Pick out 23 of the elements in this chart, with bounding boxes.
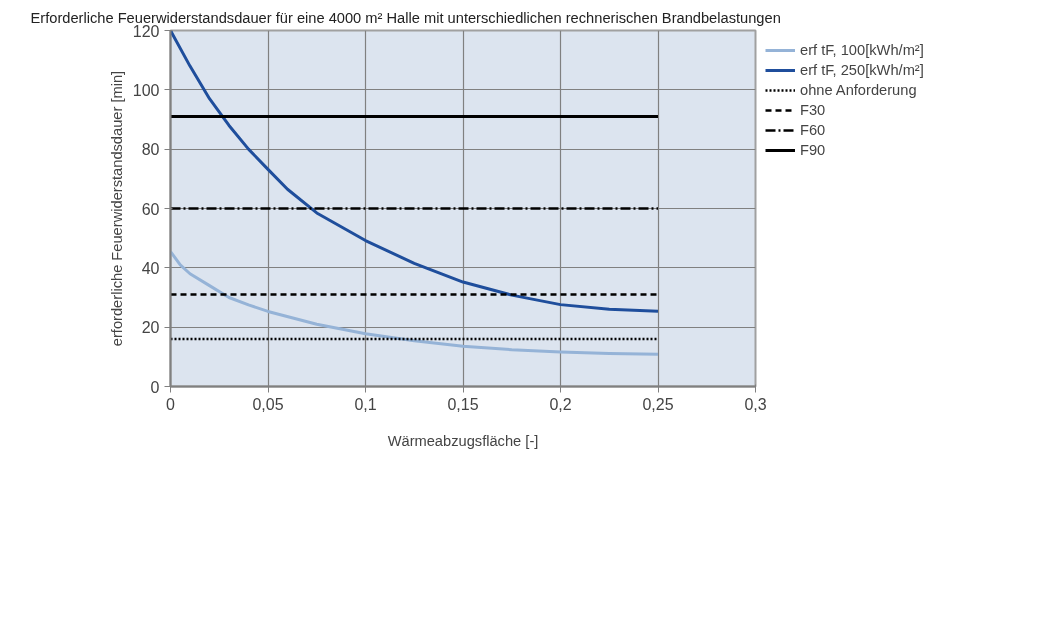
x-tick-label: 0 [166,395,176,413]
line-series [170,250,660,356]
legend-label: erf tF, 250[kWh/m²] [800,62,924,78]
x-tick-label: 0,3 [744,395,767,413]
y-tick-label: 40 [141,259,160,277]
line-series [170,30,660,313]
x-tick-label: 0,25 [642,395,674,413]
legend-label: F60 [800,122,826,138]
y-tick-label: 20 [141,319,160,337]
y-tick-label: 100 [132,81,160,99]
legend-label: ohne Anforderung [800,82,917,98]
legend-label: erf tF, 100[kWh/m²] [800,42,924,58]
y-tick-label: 0 [150,378,160,396]
x-axis-title: Wärmeabzugsfläche [-] [387,432,539,449]
y-tick-label: 80 [141,141,160,159]
y-axis-title: erforderliche Feuerwiderstandsdauer [min] [108,70,125,347]
x-tick-label: 0,15 [447,395,479,413]
legend-label: F30 [800,102,826,118]
x-tick-label: 0,1 [354,395,377,413]
x-tick-label: 0,2 [549,395,572,413]
y-tick-label: 60 [141,200,160,218]
legend-label: F90 [800,142,826,158]
x-tick-label: 0,05 [252,395,284,413]
